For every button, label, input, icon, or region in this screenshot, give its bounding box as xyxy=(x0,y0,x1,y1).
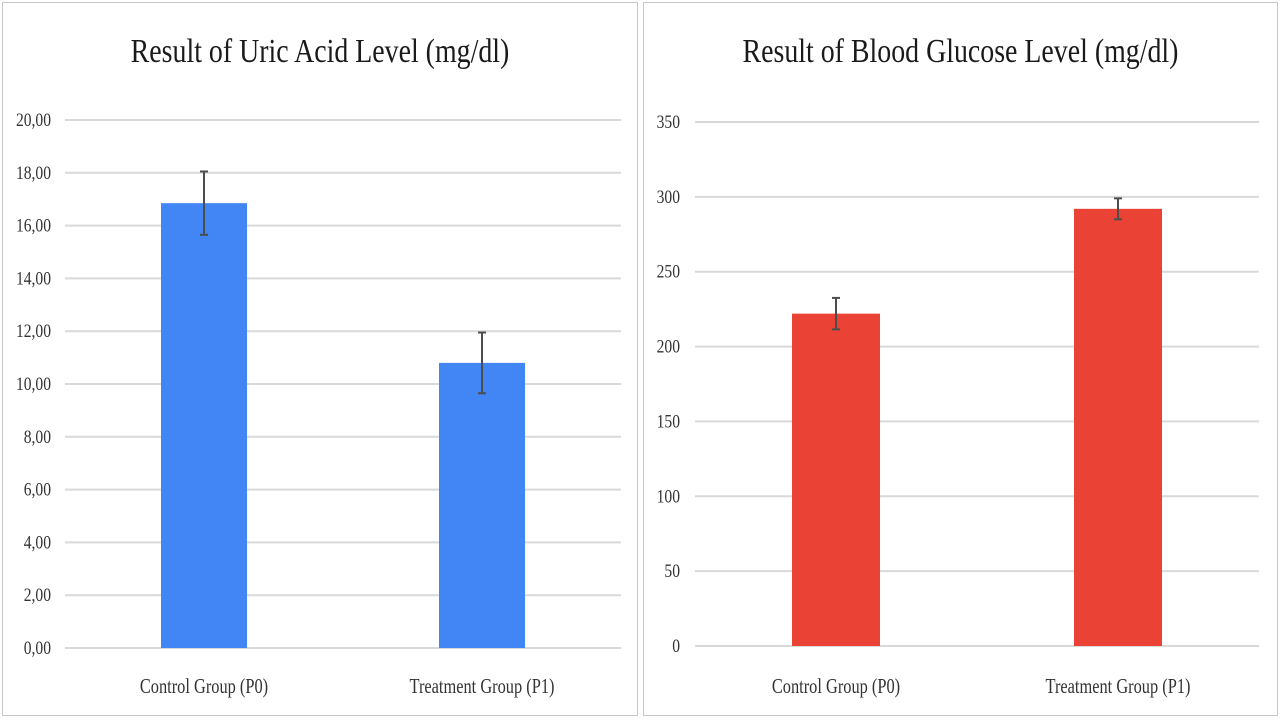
y-tick-label: 350 xyxy=(657,112,681,133)
category-label: Treatment Group (P1) xyxy=(410,675,555,698)
blood-glucose-chart: 0 50 100 150 200 250 300 350 Control Group (P0) T… xyxy=(657,112,1259,699)
y-tick-label: 18,00 xyxy=(16,162,51,183)
y-tick-label: 0 xyxy=(672,636,680,657)
y-tick-label: 0,00 xyxy=(24,638,52,659)
uric-acid-chart: 0,00 2,00 4,00 6,00 8,00 10,00 12,00 14,00 16,00… xyxy=(16,110,621,699)
blood-glucose-chart-panel: Result of Blood Glucose Level (mg/dl) 0 5… xyxy=(643,2,1278,716)
y-tick-label: 10,00 xyxy=(16,374,51,395)
y-tick-label: 200 xyxy=(657,336,681,357)
chart-title: Result of Blood Glucose Level (mg/dl) xyxy=(742,33,1179,70)
bar xyxy=(161,203,247,648)
y-tick-label: 100 xyxy=(657,486,681,507)
y-tick-label: 150 xyxy=(657,411,681,432)
y-tick-label: 16,00 xyxy=(16,215,51,236)
category-label: Treatment Group (P1) xyxy=(1046,675,1191,698)
y-tick-label: 12,00 xyxy=(16,321,51,342)
bar xyxy=(792,313,880,646)
category-label: Control Group (P0) xyxy=(772,675,900,698)
y-tick-label: 4,00 xyxy=(24,532,52,553)
y-tick-label: 50 xyxy=(664,561,680,582)
category-label: Control Group (P0) xyxy=(140,675,268,698)
uric-acid-chart-panel: Result of Uric Acid Level (mg/dl) 0,00 2,… xyxy=(2,2,638,716)
chart-title: Result of Uric Acid Level (mg/dl) xyxy=(130,33,510,70)
y-tick-label: 8,00 xyxy=(24,426,52,447)
bar xyxy=(439,362,525,648)
y-tick-label: 300 xyxy=(657,186,681,207)
bar xyxy=(1074,208,1162,646)
y-tick-label: 2,00 xyxy=(24,585,52,606)
y-tick-label: 250 xyxy=(657,261,681,282)
y-tick-label: 6,00 xyxy=(24,479,52,500)
y-tick-label: 20,00 xyxy=(16,110,51,131)
y-tick-label: 14,00 xyxy=(16,268,51,289)
